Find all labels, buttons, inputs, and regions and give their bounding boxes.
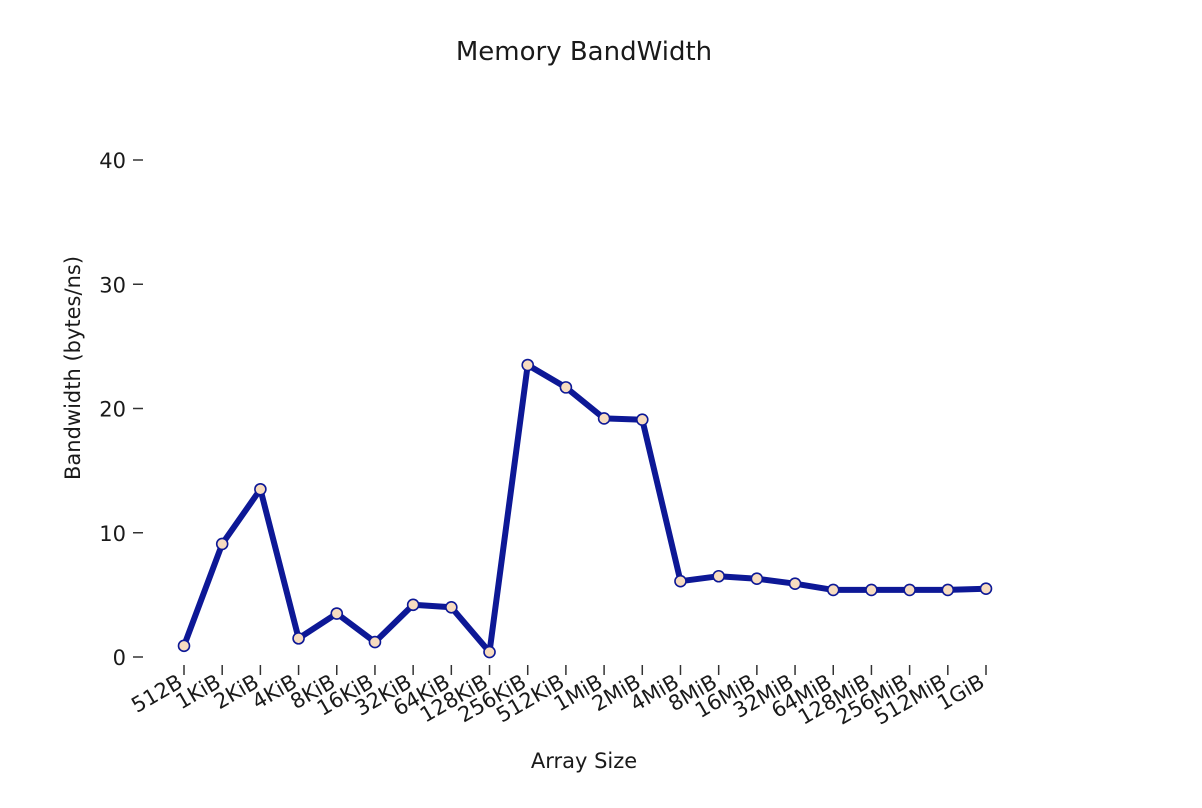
y-axis: 0 10 20 30 40 [99, 149, 143, 670]
data-point [941, 583, 955, 597]
x-axis-label: Array Size [531, 749, 637, 773]
data-point [445, 600, 458, 614]
series-line [181, 362, 989, 655]
data-point [368, 635, 382, 649]
y-tick-label: 30 [99, 273, 126, 297]
data-point [254, 482, 267, 496]
data-point [521, 358, 535, 372]
data-point [674, 574, 687, 588]
data-point [903, 583, 916, 597]
data-point [406, 598, 420, 612]
data-point [177, 639, 191, 653]
data-point [292, 632, 305, 645]
data-point [865, 583, 878, 597]
y-axis-label: Bandwidth (bytes/ns) [61, 256, 85, 480]
series-layer [177, 358, 993, 659]
y-tick-label: 40 [99, 149, 126, 173]
data-point [330, 607, 344, 620]
y-tick-label: 0 [113, 646, 126, 670]
x-axis: 512B1KiB2KiB4KiB8KiB16KiB32KiB64KiB128Ki… [127, 665, 989, 730]
data-point [979, 582, 993, 595]
data-point [712, 569, 725, 583]
data-point [597, 412, 611, 425]
chart-title: Memory BandWidth [456, 37, 712, 67]
y-tick-label: 20 [99, 398, 126, 422]
y-tick-label: 10 [99, 522, 126, 546]
data-point [826, 583, 840, 597]
data-point [559, 381, 573, 394]
data-point [750, 572, 764, 586]
data-point [215, 537, 229, 551]
data-point [483, 645, 496, 659]
data-point [788, 577, 802, 590]
data-point [635, 413, 649, 426]
